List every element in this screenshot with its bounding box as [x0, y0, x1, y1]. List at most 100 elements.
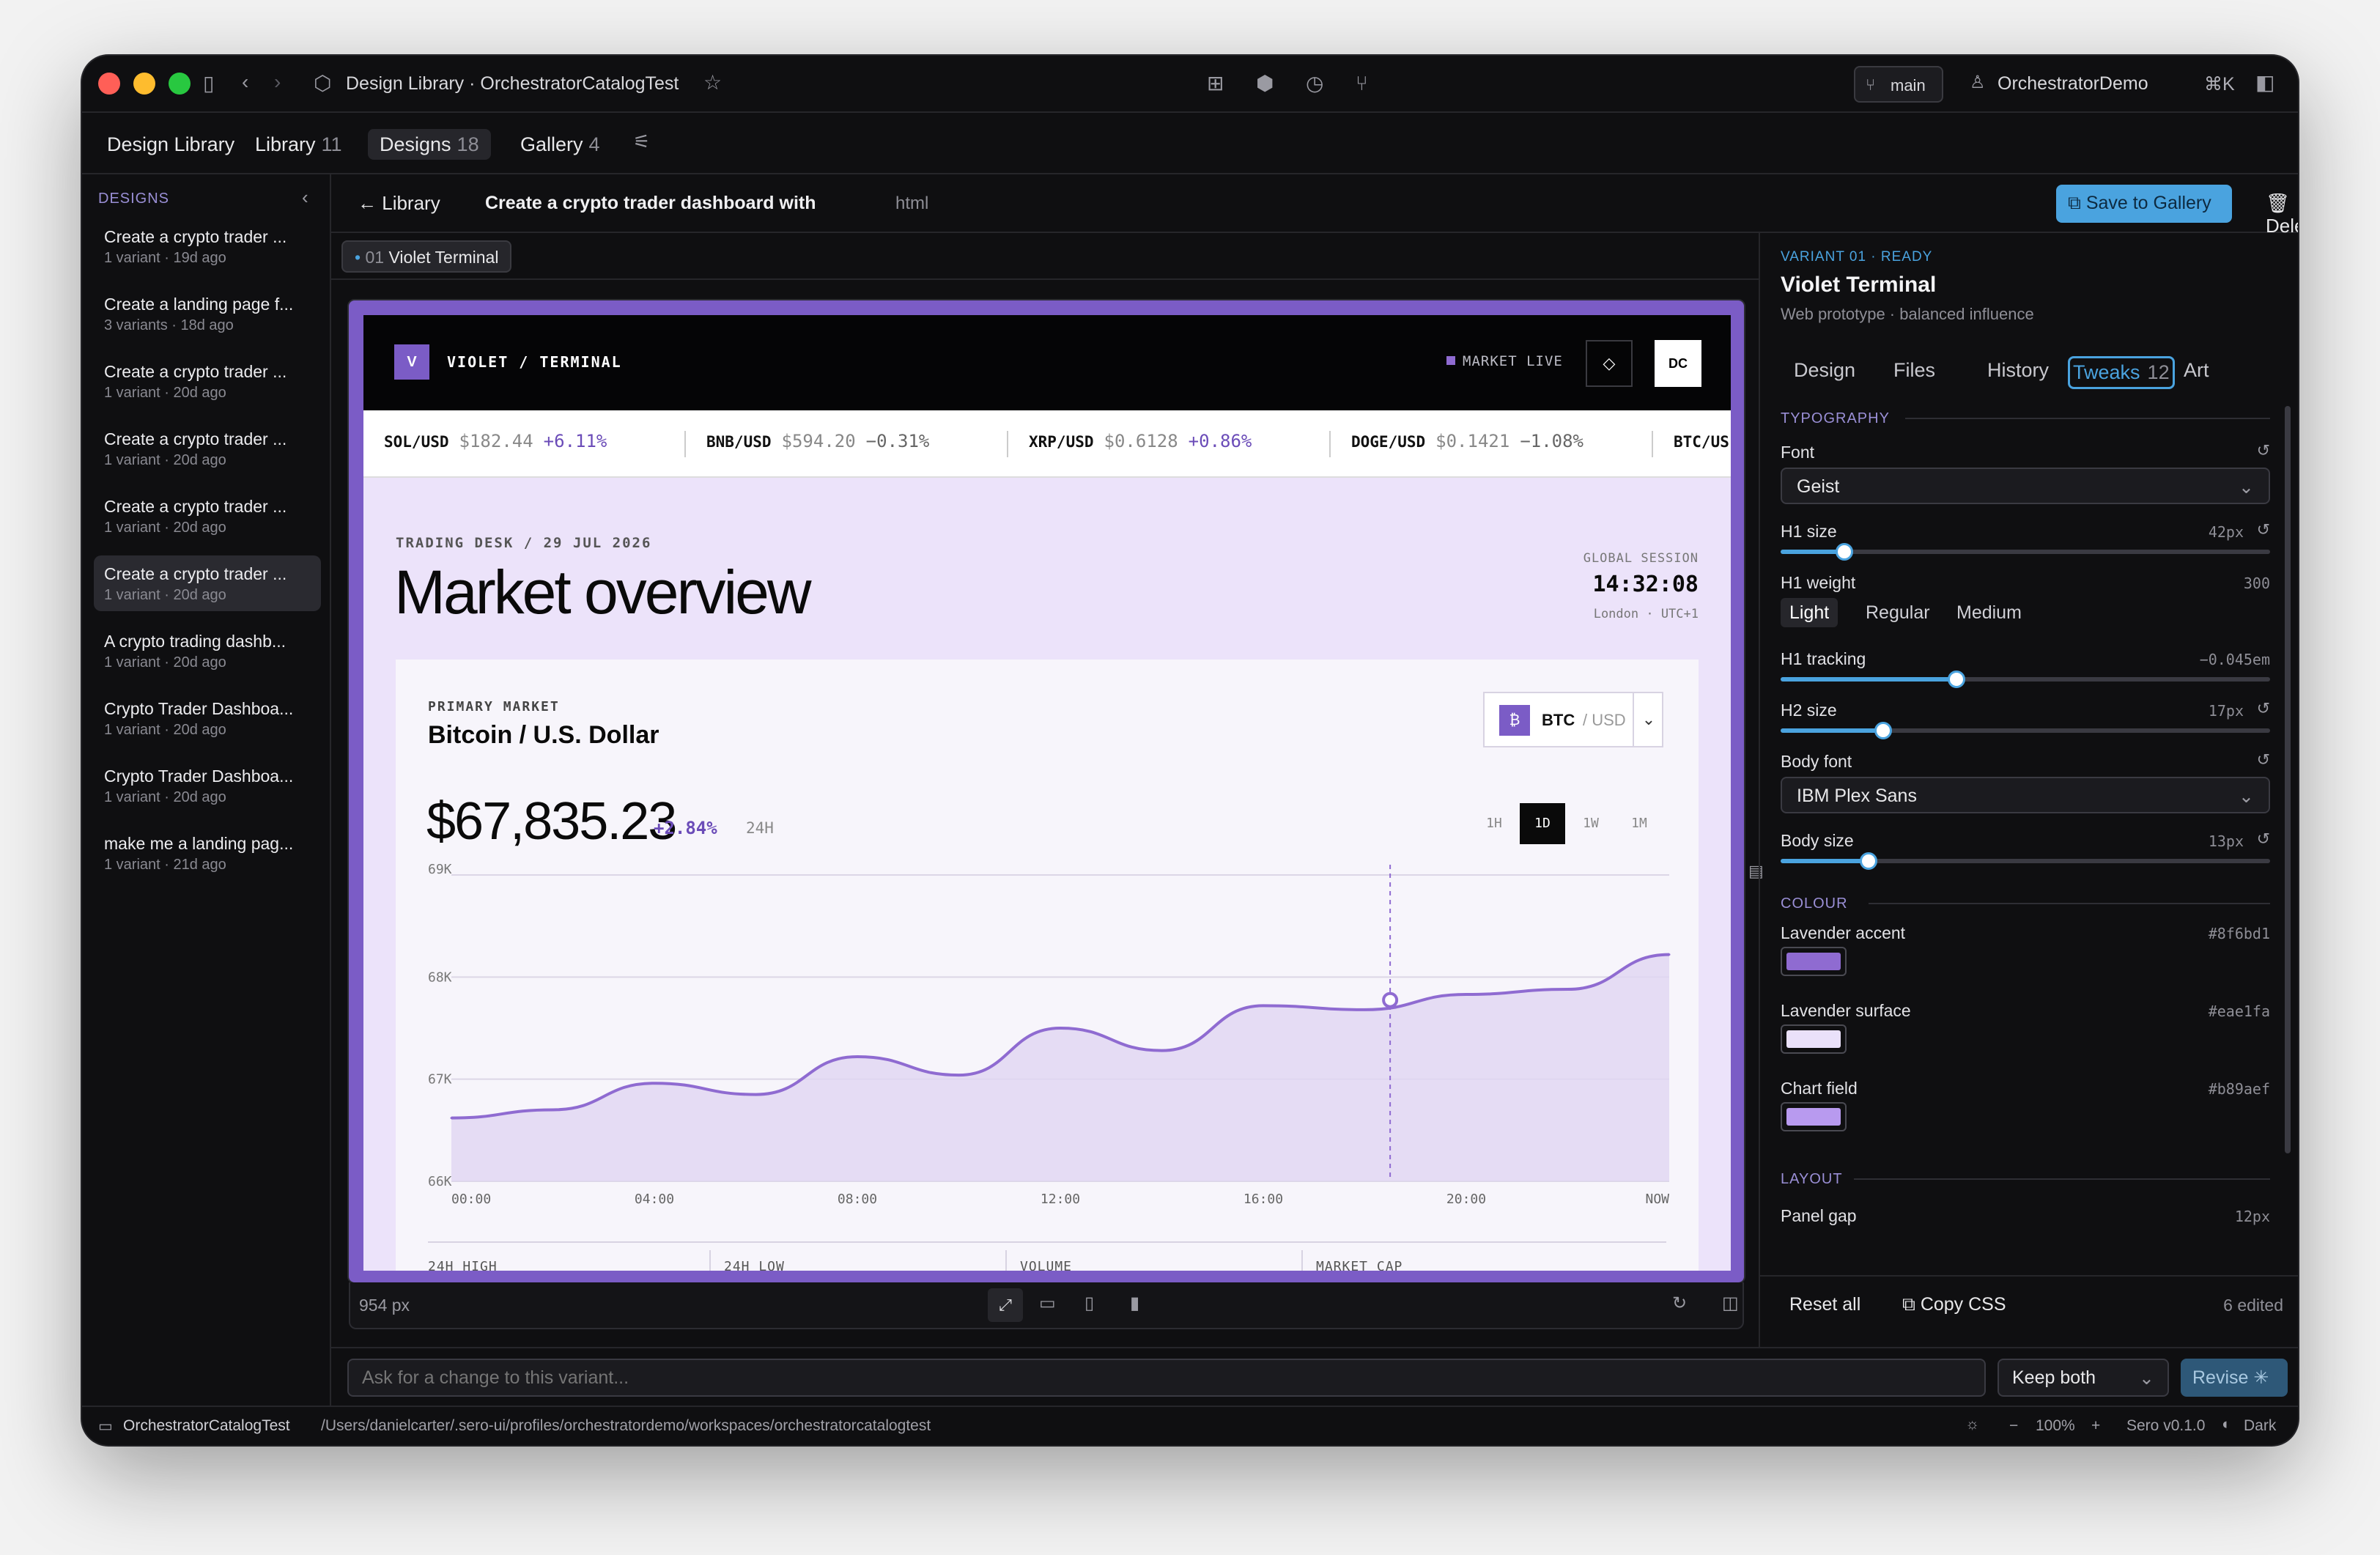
ticker-item[interactable]: SOL/USD $182.44 +6.11% — [384, 431, 607, 451]
sidebar-item-meta: 1 variant · 20d ago — [104, 789, 226, 805]
clock-icon[interactable]: ◷ — [1306, 72, 1324, 95]
sidebar-item[interactable]: Crypto Trader Dashboa... 1 variant · 20d … — [94, 758, 321, 813]
avatar[interactable]: DC — [1655, 340, 1701, 387]
close-window-button[interactable] — [98, 73, 120, 95]
mobile-icon[interactable]: ▮ — [1130, 1293, 1140, 1313]
sidebar-item[interactable]: Create a crypto trader ... 1 variant · 20… — [94, 353, 321, 409]
range-button-1d[interactable]: 1D — [1520, 803, 1565, 844]
reset-icon[interactable]: ↺ — [2256, 520, 2270, 539]
forward-chevron-icon[interactable]: › — [274, 70, 281, 93]
theme-icon[interactable]: ◐ — [2222, 1416, 2231, 1433]
font-select[interactable]: Geist ⌄ — [1781, 468, 2270, 504]
save-to-gallery-button[interactable]: ⧉ Save to Gallery — [2056, 185, 2232, 223]
slider-thumb[interactable] — [1948, 671, 1966, 688]
copy-icon: ⧉ — [1902, 1294, 1915, 1315]
bug-icon[interactable]: ☼ — [1965, 1416, 1980, 1433]
range-button-1w[interactable]: 1W — [1583, 816, 1599, 831]
ticker-item[interactable]: BTC/US — [1674, 431, 1731, 451]
x-tick-label: 04:00 — [635, 1192, 674, 1207]
ticker-strip: SOL/USD $182.44 +6.11% BNB/USD $594.20 −0.31%… — [363, 410, 1731, 478]
color-swatch[interactable] — [1781, 1024, 1847, 1054]
panel-scrollbar[interactable] — [2285, 406, 2291, 1153]
zoom-in-button[interactable]: + — [2091, 1417, 2101, 1434]
desktop-icon[interactable]: ▭ — [1039, 1293, 1056, 1313]
command-shortcut[interactable]: ⌘K — [2204, 74, 2235, 95]
panel-tab-design[interactable]: Design — [1791, 356, 1858, 385]
branch-button[interactable]: ⑂ main — [1854, 66, 1943, 103]
tab-label: Library — [255, 133, 316, 155]
weight-option-regular[interactable]: Regular — [1866, 602, 1930, 623]
panel-toggle-icon[interactable]: ◧ — [2255, 71, 2275, 94]
weight-option-medium[interactable]: Medium — [1956, 602, 2022, 623]
ticker-item[interactable]: BNB/USD $594.20 −0.31% — [706, 431, 929, 451]
reset-icon[interactable]: ↺ — [2256, 699, 2270, 717]
back-chevron-icon[interactable]: ‹ — [242, 70, 249, 93]
h2-size-slider[interactable] — [1781, 722, 2270, 739]
slider-thumb[interactable] — [1860, 852, 1878, 870]
reset-all-button[interactable]: Reset all — [1789, 1294, 1861, 1315]
sidebar-item[interactable]: A crypto trading dashb... 1 variant · 20d… — [94, 623, 321, 679]
fit-icon[interactable]: ⤢ — [988, 1288, 1023, 1322]
sidebar-item[interactable]: Create a crypto trader ... 1 variant · 19… — [94, 218, 321, 274]
revise-button[interactable]: Revise ✳ — [2181, 1359, 2288, 1397]
chevron-down-icon[interactable]: ⌄ — [1633, 693, 1663, 746]
grid-icon[interactable]: ⊞ — [1207, 72, 1224, 95]
tab-design-library[interactable]: Design Library — [107, 133, 235, 155]
maximize-window-button[interactable] — [169, 73, 191, 95]
sidebar-item[interactable]: Create a crypto trader ... 1 variant · 20… — [94, 421, 321, 476]
sidebar-item[interactable]: make me a landing pag... 1 variant · 21d … — [94, 825, 321, 881]
range-button-1h[interactable]: 1H — [1486, 816, 1502, 831]
refresh-icon[interactable]: ↻ — [1672, 1293, 1688, 1313]
tablet-icon[interactable]: ▯ — [1084, 1293, 1095, 1313]
back-to-library-button[interactable]: ← Library — [358, 192, 440, 215]
color-swatch[interactable] — [1781, 1102, 1847, 1131]
ticker-divider — [1007, 431, 1008, 457]
color-swatch[interactable] — [1781, 947, 1847, 976]
tab-gallery[interactable]: Gallery 4 — [509, 129, 612, 160]
pair-selector[interactable]: ₿ BTC / USD ⌄ — [1483, 692, 1663, 747]
weight-option-light[interactable]: Light — [1781, 598, 1838, 627]
tab-designs[interactable]: Designs 18 — [368, 129, 491, 160]
reset-icon[interactable]: ↺ — [2256, 750, 2270, 769]
change-request-input[interactable] — [347, 1359, 1986, 1397]
sidebar-toggle-icon[interactable]: ▯ — [203, 72, 215, 95]
body-font-select[interactable]: IBM Plex Sans ⌄ — [1781, 777, 2270, 813]
panel-tab-files[interactable]: Files — [1891, 356, 1938, 385]
package-icon[interactable]: ⬢ — [1256, 72, 1274, 95]
diamond-icon[interactable]: ◇ — [1586, 340, 1633, 387]
collapse-chevron-icon[interactable]: ‹ — [302, 186, 308, 208]
copy-css-button[interactable]: ⧉ Copy CSS — [1902, 1294, 2006, 1315]
reset-icon[interactable]: ↺ — [2256, 830, 2270, 848]
x-tick-label: 20:00 — [1446, 1192, 1486, 1207]
minimize-window-button[interactable] — [133, 73, 155, 95]
h1-size-slider[interactable] — [1781, 543, 2270, 561]
zoom-out-button[interactable]: − — [2009, 1417, 2019, 1434]
sidebar-item[interactable]: Create a landing page f... 3 variants · 1… — [94, 286, 321, 341]
ticker-item[interactable]: DOGE/USD $0.1421 −1.08% — [1351, 431, 1583, 451]
star-icon[interactable]: ☆ — [703, 71, 722, 94]
filter-sliders-icon[interactable]: ⚟ — [633, 130, 651, 152]
delete-button[interactable]: 🗑 Delete — [2266, 192, 2298, 237]
data-point — [653, 1082, 656, 1085]
panel-tab-tweaks[interactable]: Tweaks 12 — [2068, 356, 2175, 389]
user-name[interactable]: OrchestratorDemo — [1998, 73, 2148, 94]
external-icon[interactable]: ◫ — [1722, 1293, 1739, 1313]
ticker-item[interactable]: XRP/USD $0.6128 +0.86% — [1029, 431, 1252, 451]
sidebar-item[interactable]: Crypto Trader Dashboa... 1 variant · 20d … — [94, 690, 321, 746]
variant-chip[interactable]: • 01 Violet Terminal — [341, 240, 512, 273]
git-branch-icon[interactable]: ⑂ — [1356, 72, 1368, 95]
workspace-name[interactable]: OrchestratorCatalogTest — [123, 1417, 290, 1434]
range-button-1m[interactable]: 1M — [1631, 816, 1647, 831]
body-size-slider[interactable] — [1781, 852, 2270, 870]
slider-thumb[interactable] — [1835, 543, 1853, 561]
panel-tab-art[interactable]: Art — [2181, 356, 2212, 385]
reset-icon[interactable]: ↺ — [2256, 441, 2270, 459]
slider-thumb[interactable] — [1874, 722, 1893, 739]
theme-label[interactable]: Dark — [2244, 1417, 2277, 1434]
merge-mode-select[interactable]: Keep both ⌄ — [1998, 1359, 2169, 1397]
panel-tab-history[interactable]: History — [1984, 356, 2052, 385]
sidebar-item[interactable]: Create a crypto trader ... 1 variant · 20… — [94, 555, 321, 611]
sidebar-item[interactable]: Create a crypto trader ... 1 variant · 20… — [94, 488, 321, 544]
tab-library[interactable]: Library 11 — [243, 129, 354, 160]
h1-tracking-slider[interactable] — [1781, 671, 2270, 688]
